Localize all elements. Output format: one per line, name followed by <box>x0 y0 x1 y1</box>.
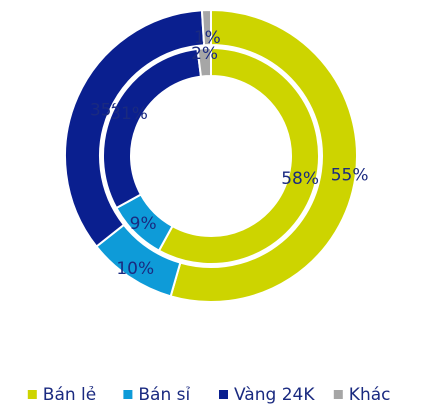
donut-segment <box>196 46 212 78</box>
data-label: 55% <box>331 166 369 186</box>
legend-label: Khác <box>349 385 391 405</box>
legend-swatch <box>27 390 37 399</box>
data-label: 2% <box>191 44 218 64</box>
data-label: 10% <box>116 259 154 279</box>
legend-label: Vàng 24K <box>234 385 315 405</box>
data-label: 9% <box>130 214 157 234</box>
legend-swatch <box>123 390 133 399</box>
data-label: 58% <box>281 169 319 189</box>
data-label: 1% <box>194 28 221 48</box>
legend-swatch <box>219 390 228 399</box>
data-label: 31% <box>110 104 148 124</box>
legend-swatch <box>333 390 343 399</box>
donut-segment <box>200 8 212 47</box>
legend-label: Bán lẻ <box>43 385 96 405</box>
donut-segment <box>157 46 320 265</box>
donut-segment <box>169 8 359 303</box>
legend-label: Bán sỉ <box>138 385 190 405</box>
